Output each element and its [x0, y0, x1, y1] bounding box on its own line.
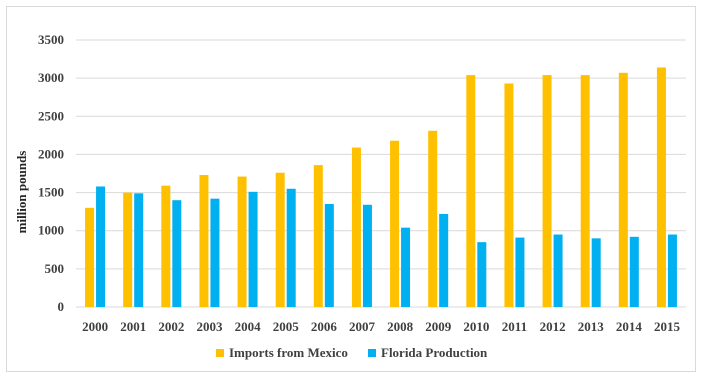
x-tick-label: 2005: [273, 319, 300, 334]
legend: Imports from Mexico Florida Production: [216, 345, 488, 360]
bar-imports-2014: [618, 72, 628, 307]
x-tick-label: 2006: [311, 319, 338, 334]
bar-florida-2007: [362, 204, 372, 307]
bar-imports-2007: [351, 147, 361, 307]
bar-imports-2000: [85, 207, 95, 307]
bar-florida-2004: [248, 191, 258, 307]
y-tick-label: 500: [45, 261, 65, 276]
bar-florida-2009: [439, 213, 449, 307]
bar-florida-2005: [286, 188, 296, 307]
x-tick-label: 2001: [120, 319, 146, 334]
x-tick-label: 2015: [654, 319, 681, 334]
x-tick-label: 2008: [387, 319, 414, 334]
y-tick-label: 2500: [38, 108, 64, 123]
x-tick-label: 2011: [502, 319, 527, 334]
bar-imports-2011: [504, 83, 514, 308]
x-tick-label: 2013: [578, 319, 605, 334]
x-tick-label: 2000: [82, 319, 108, 334]
bar-imports-2010: [466, 75, 476, 307]
bar-imports-2015: [656, 67, 666, 307]
x-tick-label: 2003: [196, 319, 223, 334]
bar-imports-2002: [161, 185, 171, 307]
y-tick-label: 0: [58, 299, 65, 314]
bar-florida-2013: [591, 238, 601, 307]
y-axis-title: million pounds: [14, 151, 29, 234]
x-tick-label: 2009: [425, 319, 452, 334]
bar-florida-2015: [667, 234, 677, 307]
bar-imports-2009: [428, 130, 438, 307]
x-tick-label: 2012: [540, 319, 566, 334]
legend-swatch: [216, 349, 224, 357]
x-tick-label: 2004: [235, 319, 262, 334]
bar-imports-2005: [275, 172, 285, 307]
y-tick-label: 1000: [38, 223, 64, 238]
bar-imports-2008: [390, 140, 400, 307]
bar-florida-2001: [134, 193, 144, 307]
bar-florida-2000: [96, 186, 106, 307]
bar-imports-2013: [580, 75, 590, 307]
bar-florida-2003: [210, 198, 220, 307]
bar-imports-2012: [542, 75, 552, 307]
bar-florida-2008: [401, 227, 411, 307]
legend-swatch: [368, 349, 376, 357]
y-tick-label: 2000: [38, 146, 64, 161]
y-axis-ticks: 0 500 1000 1500 2000 2500 3000 3500: [38, 32, 64, 314]
bar-imports-2001: [123, 192, 133, 307]
x-tick-label: 2007: [349, 319, 376, 334]
x-tick-label: 2002: [158, 319, 184, 334]
bar-florida-2010: [477, 242, 487, 307]
x-axis-ticks: 2000 2001 2002 2003 2004 2005 2006 2007 2008 2009…: [82, 319, 680, 334]
bar-florida-2014: [629, 236, 639, 307]
y-tick-label: 3500: [38, 32, 64, 47]
legend-label: Imports from Mexico: [229, 345, 348, 360]
y-tick-label: 1500: [38, 185, 64, 200]
x-tick-label: 2014: [616, 319, 643, 334]
bar-florida-2002: [172, 200, 182, 307]
bar-imports-2004: [237, 176, 247, 307]
bar-florida-2012: [553, 234, 563, 307]
bar-florida-2006: [324, 204, 334, 307]
bar-florida-2011: [515, 237, 525, 307]
bars: [85, 67, 677, 308]
legend-label: Florida Production: [381, 345, 488, 360]
y-tick-label: 3000: [38, 70, 64, 85]
bar-imports-2006: [313, 165, 323, 307]
bar-imports-2003: [199, 175, 209, 307]
x-tick-label: 2010: [463, 319, 489, 334]
